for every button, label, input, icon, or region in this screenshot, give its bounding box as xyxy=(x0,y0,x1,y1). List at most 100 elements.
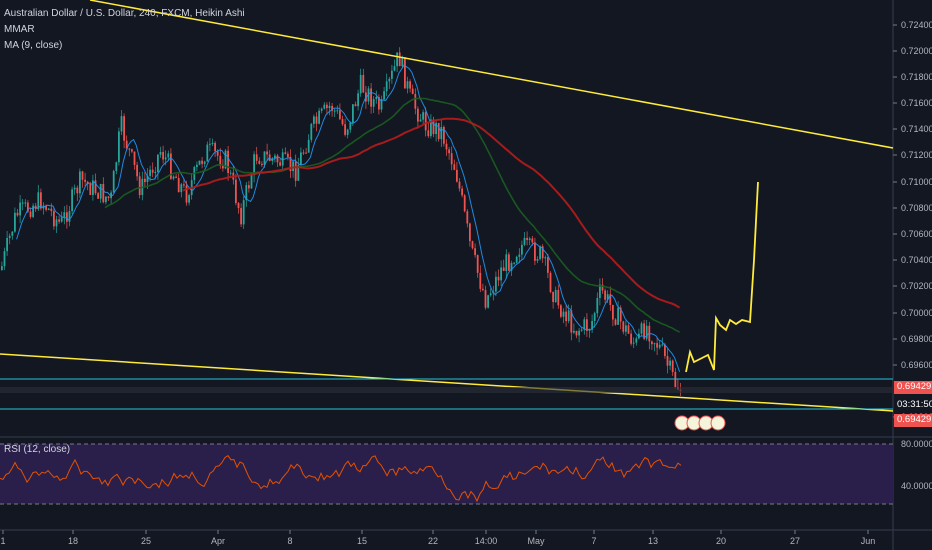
candle-body xyxy=(453,164,456,170)
candle-body xyxy=(263,151,266,166)
candle-body xyxy=(120,116,123,132)
candle-body xyxy=(149,169,151,176)
time-tick-label: 25 xyxy=(141,536,151,546)
candle-body xyxy=(19,202,21,216)
candle-body xyxy=(11,231,14,236)
time-tick-label: 18 xyxy=(68,536,78,546)
candle-body xyxy=(16,212,19,216)
candle-body xyxy=(99,183,102,199)
candle-body xyxy=(352,104,354,123)
candle-body xyxy=(167,153,170,158)
candle-body xyxy=(448,149,450,154)
candle-body xyxy=(97,193,99,199)
candle-body xyxy=(323,104,326,109)
candle-body xyxy=(320,108,323,111)
candle-body xyxy=(458,181,461,189)
candle-body xyxy=(255,154,258,161)
candle-body xyxy=(248,185,250,189)
candle-body xyxy=(8,235,11,238)
candle-body xyxy=(567,310,570,322)
candle-body xyxy=(92,180,94,195)
candle-body xyxy=(162,152,164,160)
candle-body xyxy=(531,238,534,243)
candle-body xyxy=(146,175,149,182)
candle-body xyxy=(261,163,263,166)
candle-body xyxy=(268,154,271,161)
candle-body xyxy=(417,108,419,122)
candle-body xyxy=(534,242,536,261)
candle-body xyxy=(411,88,414,95)
price-tick-label: 0.70400 xyxy=(901,255,932,265)
candle-body xyxy=(474,248,476,256)
candle-body xyxy=(40,192,42,209)
lower-trendline xyxy=(0,353,894,412)
candle-body xyxy=(651,341,653,345)
candle-body xyxy=(284,152,287,154)
candle-body xyxy=(81,171,84,180)
candle-body xyxy=(305,152,307,154)
candle-body xyxy=(55,219,58,227)
candle-body xyxy=(245,185,248,201)
indicator-mmar-label[interactable]: MMAR xyxy=(4,24,35,35)
candle-body xyxy=(437,122,440,140)
candle-body xyxy=(214,142,216,152)
candle-body xyxy=(274,155,276,159)
candle-body xyxy=(68,211,71,222)
candle-body xyxy=(671,360,674,373)
candle-body xyxy=(227,150,229,173)
candle-body xyxy=(206,144,209,162)
time-tick-label: 27 xyxy=(790,536,800,546)
candle-body xyxy=(21,202,24,204)
candle-body xyxy=(586,319,588,331)
candle-body xyxy=(45,205,47,210)
candle-body xyxy=(526,237,528,241)
candle-body xyxy=(544,257,547,259)
price-tick-label: 0.71400 xyxy=(901,124,932,134)
candle-body xyxy=(383,91,385,100)
candle-body xyxy=(398,52,401,67)
candle-body xyxy=(313,116,315,124)
price-tick-label: 0.71800 xyxy=(901,72,932,82)
candle-body xyxy=(177,177,180,193)
candle-body xyxy=(378,96,380,110)
candle-body xyxy=(591,320,593,330)
candle-body xyxy=(123,116,125,141)
candle-body xyxy=(333,110,336,112)
candle-body xyxy=(445,143,448,150)
candle-body xyxy=(138,176,141,196)
candle-body xyxy=(380,99,383,110)
candle-body xyxy=(188,195,190,203)
candle-body xyxy=(53,211,55,227)
candle-body xyxy=(300,152,302,166)
rsi-label[interactable]: RSI (12, close) xyxy=(4,444,71,455)
price-axis-bg xyxy=(893,0,932,550)
candle-body xyxy=(424,112,427,131)
rsi-tick-label: 80.0000 xyxy=(901,439,932,449)
candle-body xyxy=(557,289,560,306)
candle-body xyxy=(653,343,656,345)
candle-body xyxy=(276,155,279,163)
candle-body xyxy=(63,212,66,218)
candle-body xyxy=(370,88,372,107)
candle-body xyxy=(658,344,661,348)
ma-slow-line xyxy=(182,117,681,309)
candle-body xyxy=(497,276,500,281)
candle-body xyxy=(349,122,352,130)
candle-body xyxy=(170,153,172,179)
candle-body xyxy=(539,246,541,260)
countdown-badge: 03:31:50 xyxy=(894,399,932,412)
candle-body xyxy=(632,342,635,344)
candle-body xyxy=(133,151,136,165)
price-tick-label: 0.71000 xyxy=(901,177,932,187)
candle-body xyxy=(666,356,669,366)
candle-body xyxy=(536,259,539,261)
candle-body xyxy=(489,293,492,296)
indicator-ma-label[interactable]: MA (9, close) xyxy=(4,40,63,51)
symbol-title[interactable]: Australian Dollar / U.S. Dollar, 240, FX… xyxy=(4,8,245,19)
candle-body xyxy=(37,192,40,210)
candle-body xyxy=(1,266,3,270)
candle-body xyxy=(456,169,458,182)
candle-body xyxy=(328,105,331,109)
candle-body xyxy=(315,116,318,124)
